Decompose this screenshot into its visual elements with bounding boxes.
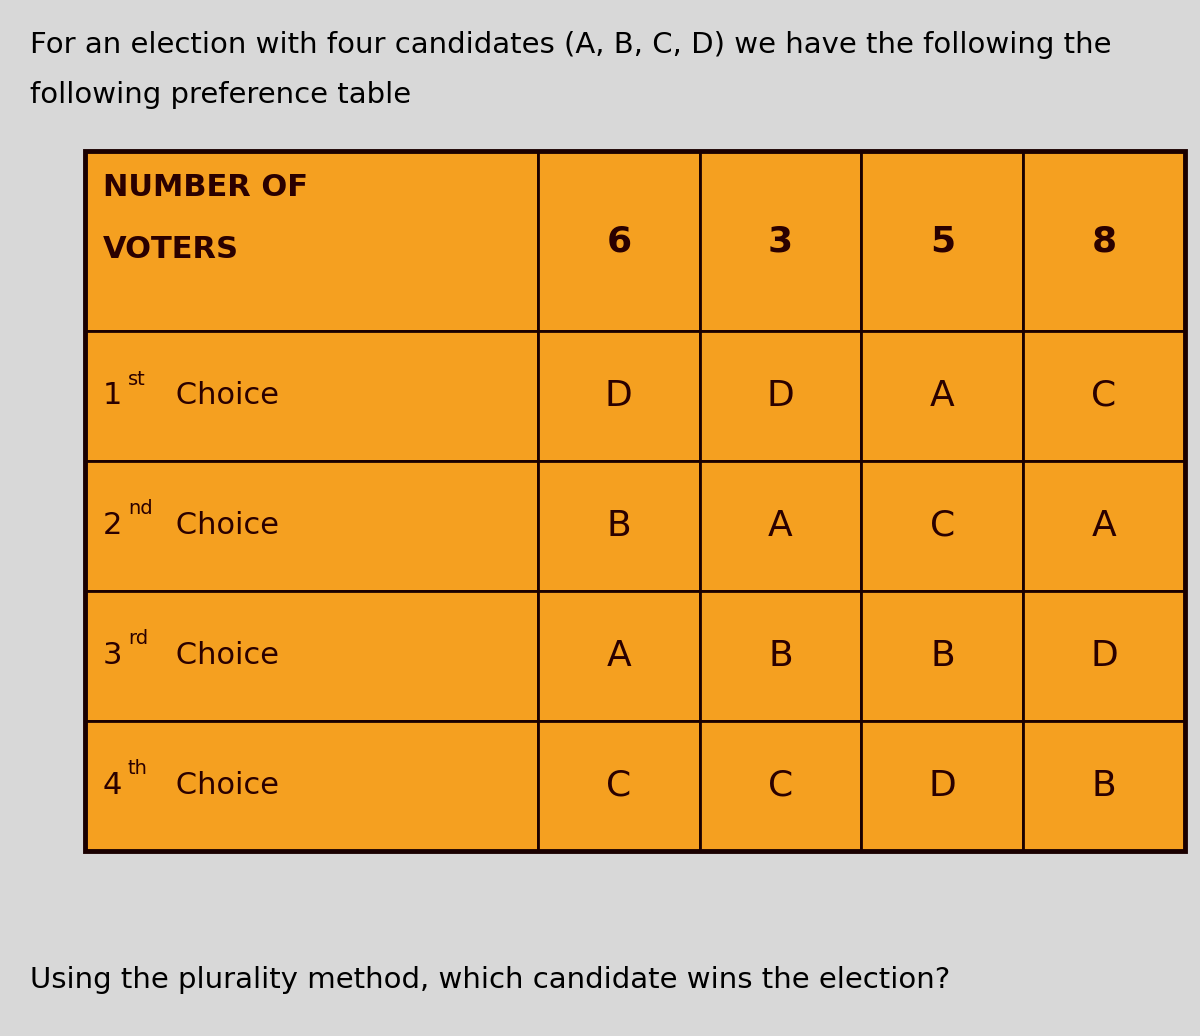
Text: For an election with four candidates (A, B, C, D) we have the following the: For an election with four candidates (A,… [30,31,1111,59]
Bar [1024,151,1184,330]
Bar [862,151,1024,330]
Text: D: D [605,379,632,413]
Text: C: C [930,509,955,543]
Text: B: B [768,639,793,673]
Text: 3: 3 [768,224,793,258]
Text: C: C [1092,379,1117,413]
Bar [538,330,700,461]
Bar [1024,461,1184,591]
Bar [1024,721,1184,851]
Text: NUMBER OF: NUMBER OF [103,173,308,202]
Text: Choice: Choice [166,381,278,410]
Text: D: D [1091,639,1118,673]
Text: th: th [128,759,148,778]
Text: 6: 6 [606,224,631,258]
Text: 3: 3 [103,641,122,670]
Bar [85,151,1186,851]
Bar [538,721,700,851]
Bar [862,721,1024,851]
Bar [85,151,538,330]
Text: rd: rd [128,630,148,649]
Bar [862,461,1024,591]
Text: D: D [767,379,794,413]
Text: Using the plurality method, which candidate wins the election?: Using the plurality method, which candid… [30,966,950,994]
Text: A: A [930,379,955,413]
Bar [700,330,862,461]
Bar [862,591,1024,721]
Text: st: st [128,370,145,388]
Text: following preference table: following preference table [30,81,412,109]
Bar [538,151,700,330]
Text: Choice: Choice [166,641,278,670]
Text: A: A [1092,509,1116,543]
Bar [700,721,862,851]
Bar [85,591,538,721]
Text: 2: 2 [103,512,122,541]
Text: A: A [606,639,631,673]
Text: C: C [768,769,793,803]
Text: 5: 5 [930,224,955,258]
Text: 8: 8 [1092,224,1117,258]
Bar [1024,591,1184,721]
Text: 4: 4 [103,772,122,801]
Bar [862,330,1024,461]
Bar [538,591,700,721]
Bar [538,461,700,591]
Bar [85,330,538,461]
Text: Choice: Choice [166,512,278,541]
Text: C: C [606,769,631,803]
Bar [85,721,538,851]
Text: A: A [768,509,793,543]
Text: B: B [606,509,631,543]
Text: VOTERS: VOTERS [103,235,239,264]
Text: D: D [929,769,956,803]
Bar [700,461,862,591]
Text: nd: nd [128,499,152,518]
Text: 1: 1 [103,381,122,410]
Text: Choice: Choice [166,772,278,801]
Text: B: B [930,639,955,673]
Text: B: B [1092,769,1116,803]
Bar [700,151,862,330]
Bar [1024,330,1184,461]
Bar [700,591,862,721]
Bar [85,461,538,591]
